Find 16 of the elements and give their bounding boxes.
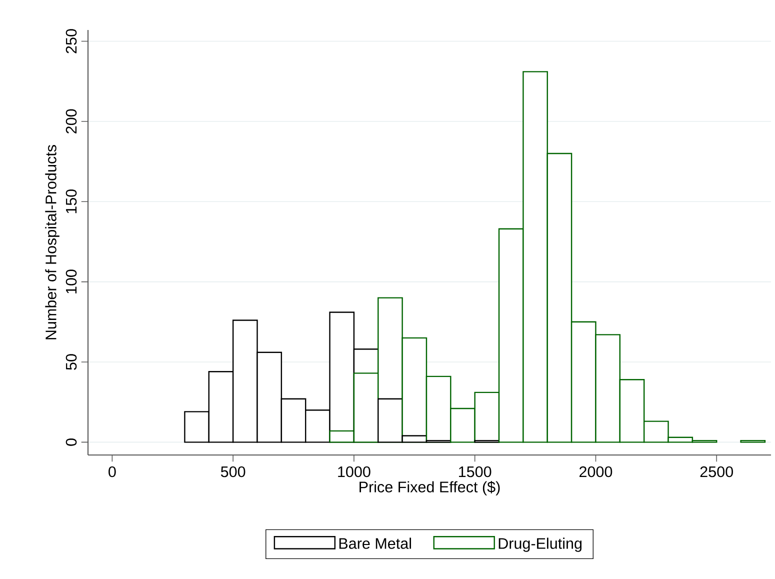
y-tick-label: 200 bbox=[66, 109, 77, 134]
legend-label: Bare Metal bbox=[339, 538, 411, 549]
x-tick-label: 2500 bbox=[700, 466, 733, 478]
y-axis-title: Number of Hospital-Products bbox=[45, 145, 60, 340]
x-axis-title: Price Fixed Effect ($) bbox=[360, 480, 500, 496]
x-tick-label: 2000 bbox=[580, 466, 612, 478]
x-tick-label: 1500 bbox=[459, 466, 492, 478]
y-tick-label: 250 bbox=[66, 29, 77, 54]
legend-label: Drug-Eluting bbox=[498, 538, 582, 552]
y-tick-label: 0 bbox=[66, 438, 77, 446]
y-tick-label: 100 bbox=[66, 270, 77, 294]
y-tick-label: 150 bbox=[66, 189, 77, 214]
x-tick-label: 500 bbox=[220, 466, 246, 478]
x-tick-label: 1000 bbox=[338, 466, 370, 478]
y-tick-label: 50 bbox=[66, 354, 77, 370]
x-tick-label: 0 bbox=[108, 466, 116, 478]
